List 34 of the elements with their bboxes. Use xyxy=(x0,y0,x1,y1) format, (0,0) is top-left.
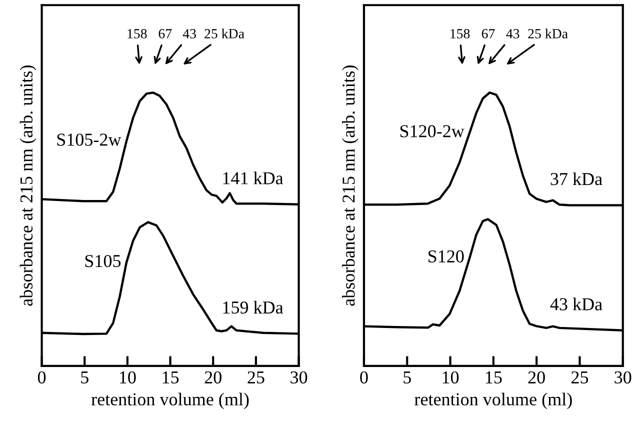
text: 67 xyxy=(482,29,495,38)
text: 43 xyxy=(182,29,196,38)
y-axis-title: absorbance at 215 nm (arb. units) xyxy=(342,66,358,306)
annotation: 141 kDa xyxy=(223,172,284,184)
x-tick-label: 25 xyxy=(248,371,264,384)
annotation: 43 kDa xyxy=(550,298,602,310)
x-tick-label: 10 xyxy=(120,371,136,384)
x-tick-label: 15 xyxy=(162,371,179,384)
x-tick-label: 30 xyxy=(290,371,308,384)
x-tick-label: 15 xyxy=(486,371,502,384)
x-tick-label: 20 xyxy=(528,371,545,384)
x-tick-label: 0 xyxy=(38,371,46,384)
series-label: S105 xyxy=(85,254,121,268)
text: 25 kDa xyxy=(204,28,244,38)
x-tick-label: 5 xyxy=(81,372,88,384)
x-tick-label: 20 xyxy=(204,371,222,384)
series-label: S120 xyxy=(428,250,464,262)
x-tick-label: 25 xyxy=(571,371,588,384)
text: 43 xyxy=(506,29,520,38)
annotation: 37 kDa xyxy=(550,172,602,186)
x-tick-label: 0 xyxy=(360,371,368,384)
y-axis-title: absorbance at 215 nm (arb. units) xyxy=(20,66,36,306)
x-tick-label: 10 xyxy=(442,371,459,384)
text: 25 kDa xyxy=(528,28,568,38)
x-axis-title: retention volume (ml) xyxy=(414,392,572,410)
x-axis-title: retention volume (ml) xyxy=(91,392,249,410)
x-tick-label: 5 xyxy=(404,372,411,384)
text: 158 xyxy=(128,29,147,38)
text: 67 xyxy=(158,29,172,38)
text: 158 xyxy=(450,29,470,38)
x-tick-label: 30 xyxy=(614,371,632,384)
series-label: S105-2w xyxy=(57,134,122,146)
series-label: S120-2w xyxy=(400,125,464,138)
annotation: 159 kDa xyxy=(223,300,284,314)
